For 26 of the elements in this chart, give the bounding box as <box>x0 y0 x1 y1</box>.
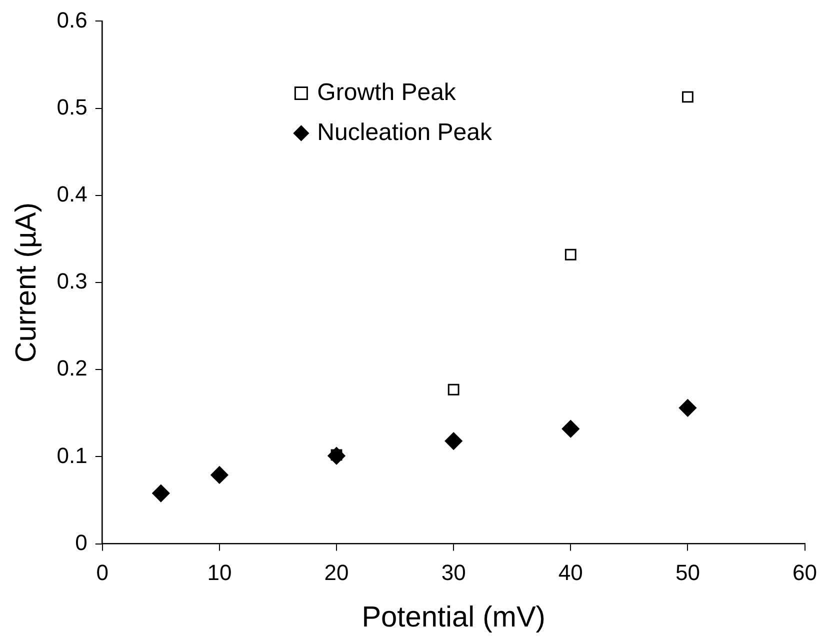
point <box>448 384 460 396</box>
x-tick-label: 40 <box>558 560 583 586</box>
x-tick-label: 30 <box>441 560 466 586</box>
legend-label: Nucleation Peak <box>317 118 493 146</box>
x-tick-label: 60 <box>792 560 818 586</box>
y-tick-label: 0.6 <box>56 7 88 32</box>
point <box>682 91 694 103</box>
y-axis-title: Current (µA) <box>10 202 42 363</box>
y-tick-label: 0.1 <box>56 442 88 468</box>
y-tick-label: 0.3 <box>56 268 88 294</box>
legend-label: Growth Peak <box>317 78 457 106</box>
x-tick-label: 0 <box>96 560 109 586</box>
point <box>562 420 580 438</box>
x-tick-label: 50 <box>675 560 700 586</box>
y-tick-label: 0.2 <box>56 356 88 381</box>
point <box>564 248 576 260</box>
point <box>210 466 228 484</box>
y-tick-label: 0.4 <box>56 181 88 206</box>
point <box>678 399 696 417</box>
y-tick-label: 0 <box>75 530 88 555</box>
point <box>152 484 170 502</box>
x-axis-title: Potential (mV) <box>362 602 546 634</box>
y-tick-label: 0.5 <box>56 94 88 120</box>
point <box>444 432 462 450</box>
x-tick-label: 20 <box>324 560 349 586</box>
x-tick-label: 10 <box>207 560 232 586</box>
